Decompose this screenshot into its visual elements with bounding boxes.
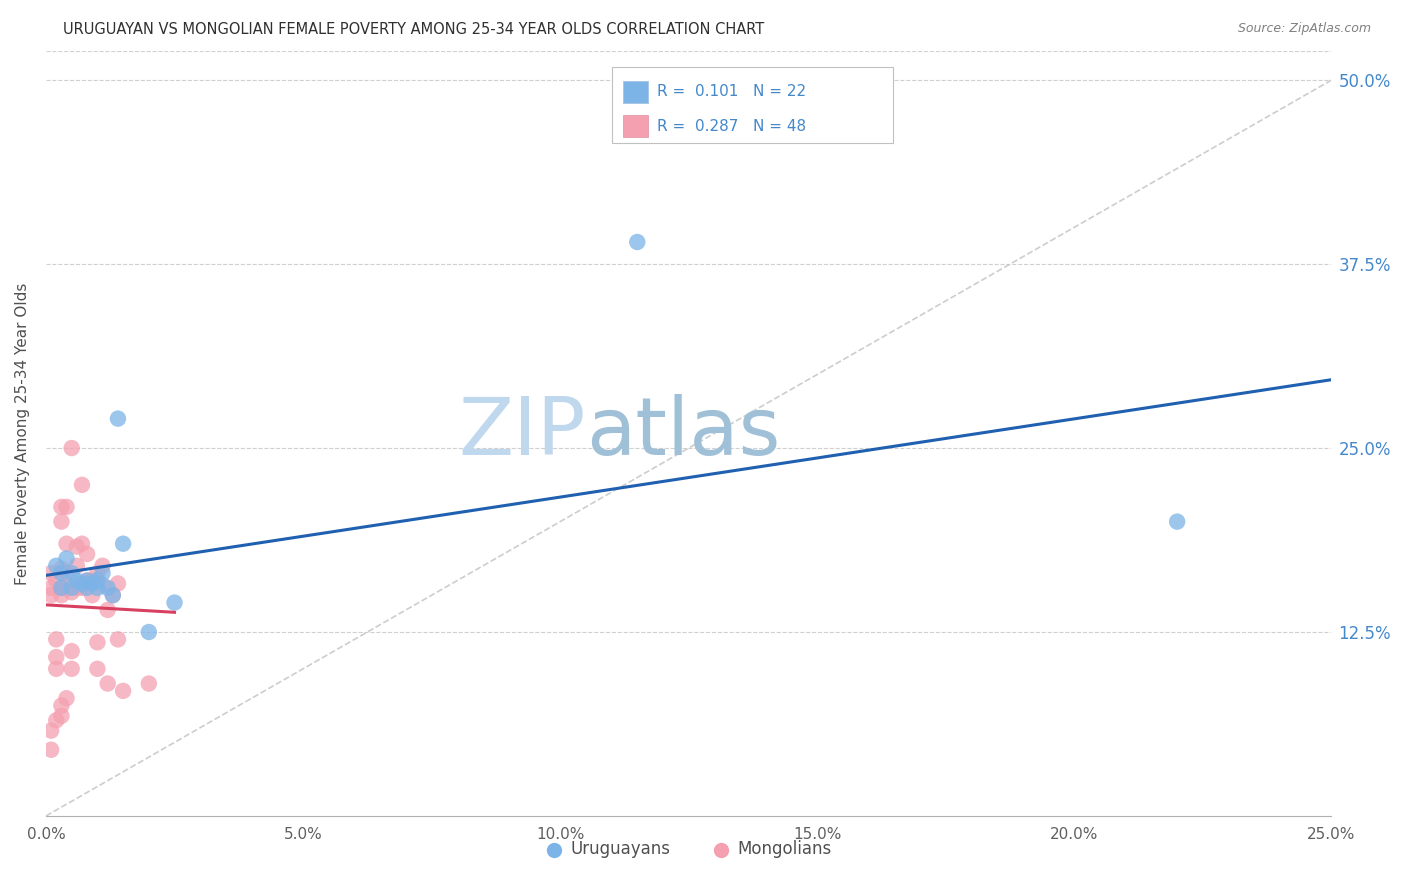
- Point: [51, 588, 73, 602]
- Point: [39, 588, 62, 602]
- Point: [626, 235, 648, 249]
- Point: [101, 588, 124, 602]
- Text: R =  0.101   N = 22: R = 0.101 N = 22: [657, 85, 806, 99]
- Point: [70, 581, 93, 595]
- Point: [138, 676, 160, 690]
- Point: [86, 574, 108, 588]
- Point: [55, 537, 77, 551]
- Text: R =  0.287   N = 48: R = 0.287 N = 48: [657, 119, 806, 134]
- Point: [112, 684, 135, 698]
- Point: [70, 537, 93, 551]
- Legend: Uruguayans, Mongolians: Uruguayans, Mongolians: [538, 834, 838, 865]
- Text: Source: ZipAtlas.com: Source: ZipAtlas.com: [1237, 22, 1371, 36]
- Text: ZIP: ZIP: [458, 394, 586, 473]
- Point: [51, 698, 73, 713]
- Point: [82, 574, 104, 588]
- Point: [45, 632, 67, 647]
- Point: [97, 676, 120, 690]
- Point: [86, 662, 108, 676]
- Point: [39, 566, 62, 581]
- Point: [39, 723, 62, 738]
- Point: [51, 566, 73, 581]
- Point: [91, 578, 114, 592]
- Point: [39, 581, 62, 595]
- Point: [51, 581, 73, 595]
- Point: [101, 588, 124, 602]
- Point: [60, 585, 83, 599]
- Point: [45, 574, 67, 588]
- Point: [107, 576, 129, 591]
- Point: [82, 588, 104, 602]
- Point: [66, 540, 89, 554]
- Point: [107, 411, 129, 425]
- Point: [91, 566, 114, 581]
- Point: [70, 478, 93, 492]
- Text: URUGUAYAN VS MONGOLIAN FEMALE POVERTY AMONG 25-34 YEAR OLDS CORRELATION CHART: URUGUAYAN VS MONGOLIAN FEMALE POVERTY AM…: [63, 22, 765, 37]
- Point: [51, 500, 73, 514]
- Point: [60, 441, 83, 455]
- Point: [91, 558, 114, 573]
- Point: [60, 566, 83, 581]
- Point: [86, 635, 108, 649]
- Point: [138, 625, 160, 640]
- Point: [55, 566, 77, 581]
- Point: [97, 603, 120, 617]
- Point: [55, 551, 77, 566]
- Point: [60, 662, 83, 676]
- Point: [51, 709, 73, 723]
- Point: [51, 562, 73, 576]
- Point: [66, 574, 89, 588]
- Point: [60, 644, 83, 658]
- Point: [45, 662, 67, 676]
- Point: [86, 581, 108, 595]
- Point: [60, 581, 83, 595]
- Point: [51, 515, 73, 529]
- Point: [82, 576, 104, 591]
- Point: [112, 537, 135, 551]
- Y-axis label: Female Poverty Among 25-34 Year Olds: Female Poverty Among 25-34 Year Olds: [15, 282, 30, 584]
- Point: [45, 714, 67, 728]
- Point: [70, 576, 93, 591]
- Point: [45, 558, 67, 573]
- Point: [55, 581, 77, 595]
- Point: [55, 691, 77, 706]
- Point: [76, 574, 98, 588]
- Point: [51, 581, 73, 595]
- Point: [86, 566, 108, 581]
- Point: [76, 574, 98, 588]
- Point: [55, 500, 77, 514]
- Point: [107, 632, 129, 647]
- Point: [66, 558, 89, 573]
- Point: [76, 581, 98, 595]
- Point: [66, 581, 89, 595]
- Point: [163, 596, 186, 610]
- Point: [45, 650, 67, 665]
- Point: [1166, 515, 1188, 529]
- Point: [76, 547, 98, 561]
- Text: atlas: atlas: [586, 394, 780, 473]
- Point: [97, 581, 120, 595]
- Point: [39, 743, 62, 757]
